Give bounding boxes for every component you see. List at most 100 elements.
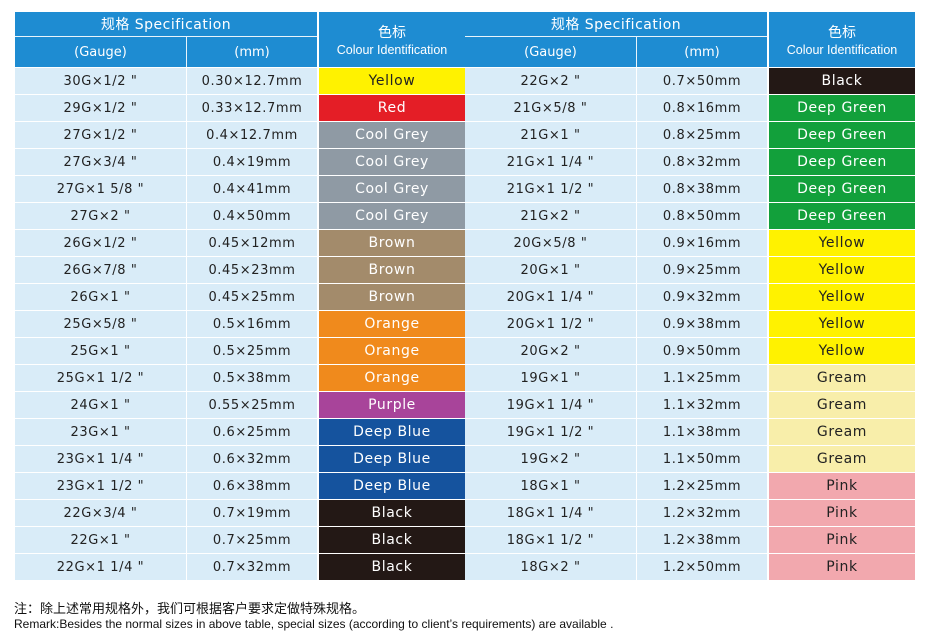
gauge-cell: 22G×1 " (15, 526, 187, 553)
gauge-cell: 25G×1 1/2 " (15, 364, 187, 391)
colour-cell: Cool Grey (319, 175, 465, 202)
gauge-cell: 23G×1 " (15, 418, 187, 445)
size-mm-cell: 0.4×50mm (187, 202, 317, 229)
gauge-cell: 19G×2 " (465, 445, 637, 472)
gauge-cell: 20G×2 " (465, 337, 637, 364)
gauge-cell: 19G×1 1/2 " (465, 418, 637, 445)
colour-cell: Brown (319, 283, 465, 310)
colour-cell: Yellow (769, 256, 915, 283)
gauge-cell: 24G×1 " (15, 391, 187, 418)
spec-header: 规格 Specification (465, 12, 767, 37)
colour-cell: Yellow (769, 337, 915, 364)
size-mm-cell: 0.8×50mm (637, 202, 767, 229)
colour-cell: Deep Blue (319, 472, 465, 499)
size-mm-cell: 0.5×16mm (187, 310, 317, 337)
size-mm-cell: 0.8×38mm (637, 175, 767, 202)
size-mm-cell: 0.7×50mm (637, 67, 767, 94)
gauge-cell: 29G×1/2 " (15, 94, 187, 121)
gauge-cell: 21G×2 " (465, 202, 637, 229)
colour-cell: Deep Green (769, 202, 915, 229)
colour-cell: Cool Grey (319, 121, 465, 148)
gauge-cell: 22G×1 1/4 " (15, 553, 187, 580)
gauge-cell: 19G×1 1/4 " (465, 391, 637, 418)
gauge-cell: 20G×1 " (465, 256, 637, 283)
colour-cell: Yellow (769, 229, 915, 256)
size-mm-cell: 0.45×23mm (187, 256, 317, 283)
colour-id-header: 色标 Colour Identification (769, 12, 915, 67)
gauge-cell: 18G×1 1/4 " (465, 499, 637, 526)
gauge-cell: 25G×5/8 " (15, 310, 187, 337)
colour-cell: Deep Green (769, 121, 915, 148)
mm-header: (mm) (637, 37, 767, 67)
colour-cell: Black (769, 67, 915, 94)
gauge-cell: 26G×7/8 " (15, 256, 187, 283)
colour-id-header-cn: 色标 (378, 24, 406, 41)
size-mm-cell: 1.1×25mm (637, 364, 767, 391)
size-mm-cell: 0.9×25mm (637, 256, 767, 283)
gauge-cell: 27G×1 5/8 " (15, 175, 187, 202)
gauge-cell: 26G×1/2 " (15, 229, 187, 256)
colour-cell: Gream (769, 391, 915, 418)
colour-cell: Deep Green (769, 148, 915, 175)
remark-chinese: 注：除上述常用规格外，我们可根据客户要求定做特殊规格。 (14, 602, 366, 617)
gauge-cell: 22G×2 " (465, 67, 637, 94)
colour-cell: Orange (319, 364, 465, 391)
gauge-cell: 22G×3/4 " (15, 499, 187, 526)
colour-cell: Black (319, 499, 465, 526)
left-table: 规格 Specification 色标 Colour Identificatio… (15, 12, 465, 580)
size-mm-cell: 0.6×32mm (187, 445, 317, 472)
colour-cell: Gream (769, 445, 915, 472)
gauge-cell: 20G×5/8 " (465, 229, 637, 256)
mm-header: (mm) (187, 37, 317, 67)
colour-cell: Yellow (319, 67, 465, 94)
gauge-cell: 21G×5/8 " (465, 94, 637, 121)
size-mm-cell: 0.55×25mm (187, 391, 317, 418)
gauge-cell: 21G×1 1/2 " (465, 175, 637, 202)
gauge-cell: 18G×1 1/2 " (465, 526, 637, 553)
gauge-cell: 20G×1 1/4 " (465, 283, 637, 310)
size-mm-cell: 0.9×32mm (637, 283, 767, 310)
colour-cell: Orange (319, 310, 465, 337)
colour-cell: Brown (319, 229, 465, 256)
gauge-cell: 23G×1 1/2 " (15, 472, 187, 499)
gauge-cell: 27G×3/4 " (15, 148, 187, 175)
colour-cell: Black (319, 526, 465, 553)
gauge-cell: 26G×1 " (15, 283, 187, 310)
colour-id-header-cn: 色标 (828, 24, 856, 41)
size-mm-cell: 1.2×25mm (637, 472, 767, 499)
remark-english: Remark:Besides the normal sizes in above… (14, 617, 614, 631)
colour-cell: Yellow (769, 310, 915, 337)
colour-cell: Cool Grey (319, 148, 465, 175)
gauge-cell: 19G×1 " (465, 364, 637, 391)
size-mm-cell: 0.7×32mm (187, 553, 317, 580)
gauge-cell: 30G×1/2 " (15, 67, 187, 94)
colour-cell: Deep Blue (319, 445, 465, 472)
colour-cell: Red (319, 94, 465, 121)
size-mm-cell: 0.8×25mm (637, 121, 767, 148)
colour-id-header-en: Colour Identification (786, 42, 898, 57)
size-mm-cell: 0.6×25mm (187, 418, 317, 445)
size-mm-cell: 0.5×25mm (187, 337, 317, 364)
gauge-cell: 18G×1 " (465, 472, 637, 499)
size-mm-cell: 1.2×32mm (637, 499, 767, 526)
right-grid: 规格 Specification 色标 Colour Identificatio… (465, 12, 915, 580)
colour-cell: Yellow (769, 283, 915, 310)
gauge-cell: 21G×1 1/4 " (465, 148, 637, 175)
size-mm-cell: 1.1×50mm (637, 445, 767, 472)
size-mm-cell: 0.9×50mm (637, 337, 767, 364)
size-mm-cell: 0.7×25mm (187, 526, 317, 553)
size-mm-cell: 0.4×12.7mm (187, 121, 317, 148)
size-mm-cell: 0.7×19mm (187, 499, 317, 526)
colour-id-header-en: Colour Identification (336, 42, 448, 57)
colour-cell: Purple (319, 391, 465, 418)
colour-cell: Orange (319, 337, 465, 364)
size-mm-cell: 0.33×12.7mm (187, 94, 317, 121)
gauge-cell: 23G×1 1/4 " (15, 445, 187, 472)
gauge-cell: 21G×1 " (465, 121, 637, 148)
size-mm-cell: 0.45×25mm (187, 283, 317, 310)
gauge-cell: 18G×2 " (465, 553, 637, 580)
colour-cell: Deep Blue (319, 418, 465, 445)
size-mm-cell: 0.6×38mm (187, 472, 317, 499)
gauge-cell: 20G×1 1/2 " (465, 310, 637, 337)
colour-cell: Pink (769, 472, 915, 499)
